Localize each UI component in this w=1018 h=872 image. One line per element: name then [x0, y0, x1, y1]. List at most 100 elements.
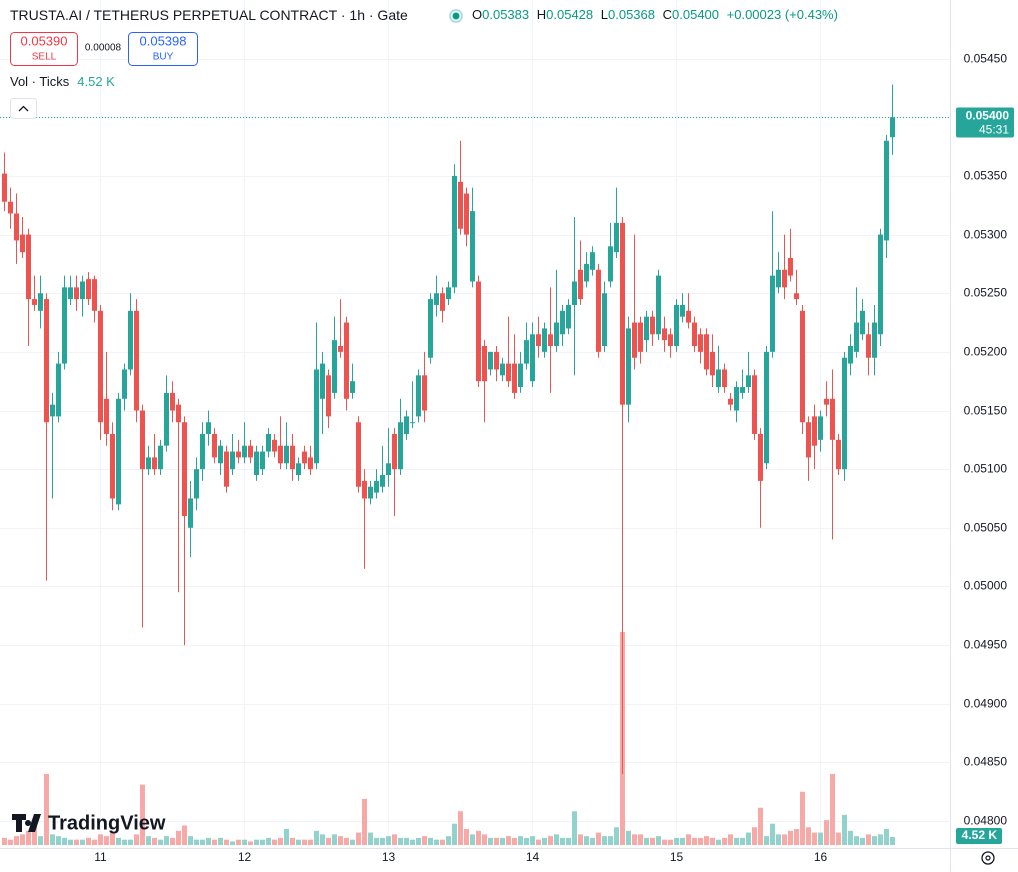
volume-bar [614, 827, 619, 845]
candle-body [452, 175, 457, 288]
volume-bar [344, 837, 349, 845]
candle-body [434, 293, 439, 305]
volume-bar [248, 841, 253, 845]
candle-body [140, 410, 145, 470]
legend-row: TRUSTA.AI / TETHERUS PERPETUAL CONTRACT … [10, 7, 408, 23]
volume-bar [194, 839, 199, 845]
volume-bar [176, 830, 181, 845]
volume-bar [734, 837, 739, 845]
candle-body [50, 404, 55, 417]
volume-bar [590, 837, 595, 845]
volume-bar [212, 839, 217, 845]
candle-body [302, 451, 307, 464]
volume-bar [362, 798, 367, 845]
candle-body [476, 281, 481, 382]
volume-bar [776, 834, 781, 845]
buy-button[interactable] [128, 32, 198, 66]
volume-bar [422, 836, 427, 845]
candle-body [830, 398, 835, 440]
collapse-button[interactable] [10, 98, 37, 119]
candle-body [248, 445, 253, 458]
candle-body [842, 357, 847, 470]
volume-bar [800, 791, 805, 845]
candle-body [410, 422, 415, 424]
change: +0.00023 (+0.43%) [727, 7, 838, 22]
candle-body [560, 310, 565, 335]
volume-bar [368, 832, 373, 845]
candle-body [350, 381, 355, 393]
volume-bar [98, 834, 103, 845]
buy-label: BUY [153, 52, 174, 63]
volume-bar [110, 832, 115, 845]
volume-bar [512, 837, 517, 845]
volume-bar [722, 837, 727, 845]
volume-bar [752, 827, 757, 845]
buy-price: 0.05398 [140, 33, 187, 48]
candle-body [530, 334, 535, 382]
candle-body [266, 433, 271, 452]
watermark: TradingView [12, 812, 166, 834]
volume-bar [254, 839, 259, 845]
volume-bar [164, 836, 169, 845]
volume-bar [518, 836, 523, 845]
volume-bar [2, 837, 7, 845]
volume-bar [482, 834, 487, 845]
candle-body [860, 310, 865, 335]
candle-body [518, 363, 523, 388]
candle-body [764, 351, 769, 464]
candle-body [218, 445, 223, 464]
volume-bar [692, 837, 697, 845]
volume-bar [434, 839, 439, 845]
volume-bar [8, 839, 13, 845]
grid [0, 0, 950, 848]
sell-button[interactable] [10, 32, 78, 66]
volume-value: 4.52 K [77, 74, 115, 89]
volume-bar [608, 836, 613, 845]
volume-bar [152, 837, 157, 845]
spread: 0.00008 [85, 43, 122, 54]
volume-bar [320, 834, 325, 845]
candle-body [146, 457, 151, 470]
candle-body [206, 422, 211, 434]
volume-bar [206, 837, 211, 845]
candle-body [20, 234, 25, 253]
volume-bar [860, 837, 865, 845]
ohlc-label: L [601, 7, 608, 22]
candle-body [794, 293, 799, 300]
volume-bar [578, 834, 583, 845]
volume-bar [182, 825, 187, 845]
volume-bar [56, 836, 61, 845]
volume-bar [494, 837, 499, 845]
candle-body [68, 287, 73, 300]
volume-bar [170, 837, 175, 845]
volume-bar [710, 837, 715, 845]
candle-body [356, 422, 361, 487]
settings-button[interactable] [981, 851, 995, 865]
volume-bar [704, 836, 709, 845]
volume-bar [890, 836, 895, 845]
candle-body [512, 363, 517, 393]
candle-body [380, 475, 385, 487]
volume-bar [308, 839, 313, 845]
candle-body [602, 293, 607, 347]
candle-body [332, 340, 337, 393]
volume-bar [554, 834, 559, 845]
volume-bar [524, 837, 529, 845]
volume-bar [584, 836, 589, 845]
ohlc: O0.05383 H0.05428 L0.05368 C0.05400 +0.0… [472, 7, 838, 22]
volume-bar [812, 832, 817, 845]
candle-body [464, 193, 469, 235]
volume-tag [956, 828, 1002, 844]
candle-body [704, 334, 709, 370]
candle-body [200, 433, 205, 470]
y-tick-label: 0.04950 [964, 638, 1008, 652]
candle-body [872, 322, 877, 358]
y-tick-label: 0.05350 [964, 169, 1008, 183]
volume-bar [104, 836, 109, 845]
volume-bar [266, 837, 271, 845]
candle-body [320, 363, 325, 399]
candle-body [284, 445, 289, 464]
candle-body [614, 222, 619, 253]
y-tick-label: 0.05200 [964, 345, 1008, 359]
